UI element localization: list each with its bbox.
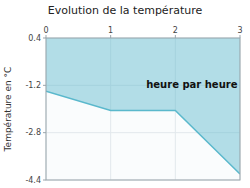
y-axis: 0.4 -1.2 -2.8 -4.4 [25,34,46,185]
x-tick [240,35,241,38]
y-tick-label: 0.4 [28,34,41,43]
x-tick-label: 3 [237,26,242,35]
y-tick [43,85,46,86]
title: Evolution de la température [48,4,203,17]
x-axis: 0 1 2 3 [43,26,242,38]
chart: 0.4 -1.2 -2.8 -4.4 0 1 2 3 Température en °C Evol… [0,0,250,188]
plot-frame [46,38,240,180]
grid [46,38,240,180]
chart-container: 0.4 -1.2 -2.8 -4.4 0 1 2 3 Température en °C Evol… [0,0,250,188]
data-layer [46,38,240,174]
annotation: heure par heure [146,79,237,90]
y-tick-label: -1.2 [25,81,41,90]
y-tick [43,180,46,181]
x-tick [46,35,47,38]
plot-background [46,38,240,180]
y-axis-label: Température en °C [3,67,13,153]
x-tick [175,35,176,38]
y-tick-label: -2.8 [25,128,41,137]
x-tick [110,35,111,38]
y-tick-label: -4.4 [25,176,41,185]
area-fill [46,38,240,174]
y-tick [43,132,46,133]
x-tick-label: 0 [43,26,48,35]
x-tick-label: 2 [173,26,178,35]
line [46,91,240,174]
x-tick-label: 1 [108,26,113,35]
